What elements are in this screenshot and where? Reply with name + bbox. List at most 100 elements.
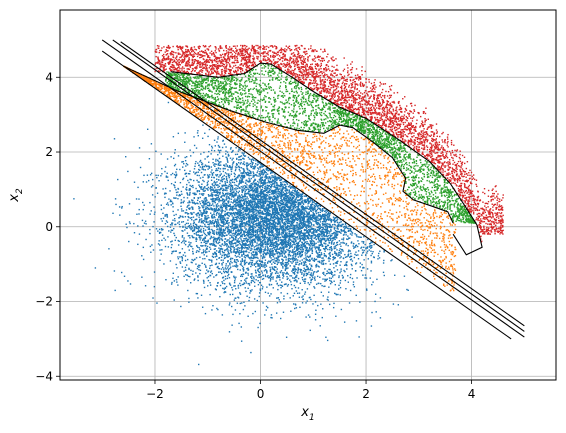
scatter-point: [229, 166, 232, 169]
scatter-point: [226, 267, 229, 269]
scatter-point: [297, 267, 299, 269]
scatter-point: [314, 236, 317, 239]
scatter-point: [302, 220, 305, 222]
scatter-point: [249, 195, 251, 197]
scatter-point: [288, 247, 291, 250]
scatter-point: [315, 251, 317, 253]
scatter-point: [342, 229, 345, 232]
scatter-point: [330, 247, 333, 250]
scatter-point: [337, 255, 339, 257]
scatter-point: [185, 209, 188, 211]
scatter-point: [220, 161, 222, 163]
scatter-point: [197, 265, 199, 268]
scatter-point: [216, 190, 218, 193]
scatter-point: [250, 185, 253, 187]
scatter-point: [152, 249, 155, 251]
scatter-point: [268, 180, 270, 183]
scatter-point: [249, 257, 251, 260]
scatter-point: [296, 209, 298, 211]
scatter-point: [264, 247, 266, 250]
scatter-point: [218, 150, 221, 152]
scatter-point: [215, 178, 218, 180]
scatter-point: [207, 241, 209, 243]
scatter-point: [315, 231, 317, 233]
scatter-point: [253, 211, 256, 213]
scatter-point: [184, 229, 186, 231]
scatter-point: [217, 271, 220, 273]
scatter-point: [342, 250, 344, 252]
scatter-point: [280, 243, 283, 245]
scatter-point: [202, 245, 204, 247]
scatter-point: [328, 239, 330, 242]
scatter-point: [311, 252, 314, 255]
scatter-point: [192, 151, 195, 154]
scatter-point: [267, 241, 269, 243]
scatter-point: [179, 215, 181, 217]
scatter-point: [221, 243, 224, 245]
scatter-point: [340, 221, 342, 223]
scatter-point: [237, 198, 239, 200]
scatter-point: [182, 225, 184, 228]
scatter-point: [228, 253, 230, 255]
scatter-point: [213, 243, 216, 246]
scatter-point: [194, 226, 196, 228]
scatter-point: [258, 182, 260, 184]
scatter-point: [278, 251, 281, 254]
scatter-point: [287, 185, 290, 188]
scatter-point: [294, 230, 296, 233]
scatter-point: [320, 237, 322, 240]
scatter-point: [250, 225, 252, 228]
scatter-point: [255, 208, 257, 211]
scatter-point: [305, 200, 307, 203]
scatter-point: [255, 222, 258, 225]
scatter-point: [262, 261, 264, 264]
scatter-point: [166, 213, 168, 216]
scatter-point: [234, 278, 236, 280]
scatter-point: [311, 246, 313, 248]
scatter-point: [263, 170, 265, 172]
scatter-point: [197, 276, 199, 278]
scatter-point: [295, 290, 298, 292]
scatter-point: [224, 167, 226, 170]
scatter-point: [262, 217, 264, 220]
scatter-point: [364, 277, 366, 279]
scatter-point: [306, 255, 309, 257]
scatter-point: [187, 258, 189, 261]
scatter-point: [283, 236, 285, 239]
scatter-point: [182, 210, 185, 212]
scatter-point: [318, 256, 321, 258]
scatter-point: [137, 243, 139, 246]
scatter-point: [206, 184, 208, 187]
scatter-point: [340, 250, 342, 253]
scatter-point: [213, 232, 215, 235]
scatter-point: [188, 216, 190, 219]
scatter-point: [270, 250, 272, 252]
scatter-point: [262, 236, 264, 238]
scatter-point: [194, 162, 197, 165]
scatter-point: [216, 191, 218, 194]
scatter-point: [175, 279, 178, 281]
scatter-point: [202, 222, 204, 224]
scatter-point: [230, 206, 232, 208]
scatter-point: [263, 238, 266, 240]
scatter-point: [275, 214, 278, 217]
scatter-point: [287, 258, 289, 260]
scatter-point: [289, 236, 291, 238]
scatter-point: [297, 287, 300, 289]
scatter-point: [280, 317, 282, 320]
scatter-point: [235, 261, 237, 263]
scatter-point: [199, 203, 202, 205]
scatter-point: [254, 213, 256, 215]
scatter-point: [235, 216, 237, 219]
scatter-point: [264, 202, 267, 204]
scatter-point: [208, 150, 210, 153]
scatter-point: [241, 194, 243, 196]
scatter-point: [156, 302, 158, 304]
scatter-point: [229, 247, 232, 250]
scatter-point: [261, 225, 263, 227]
scatter-point: [335, 237, 338, 239]
scatter-point: [241, 254, 243, 256]
scatter-point: [164, 166, 167, 168]
scatter-point: [256, 202, 258, 204]
scatter-point: [299, 220, 302, 223]
